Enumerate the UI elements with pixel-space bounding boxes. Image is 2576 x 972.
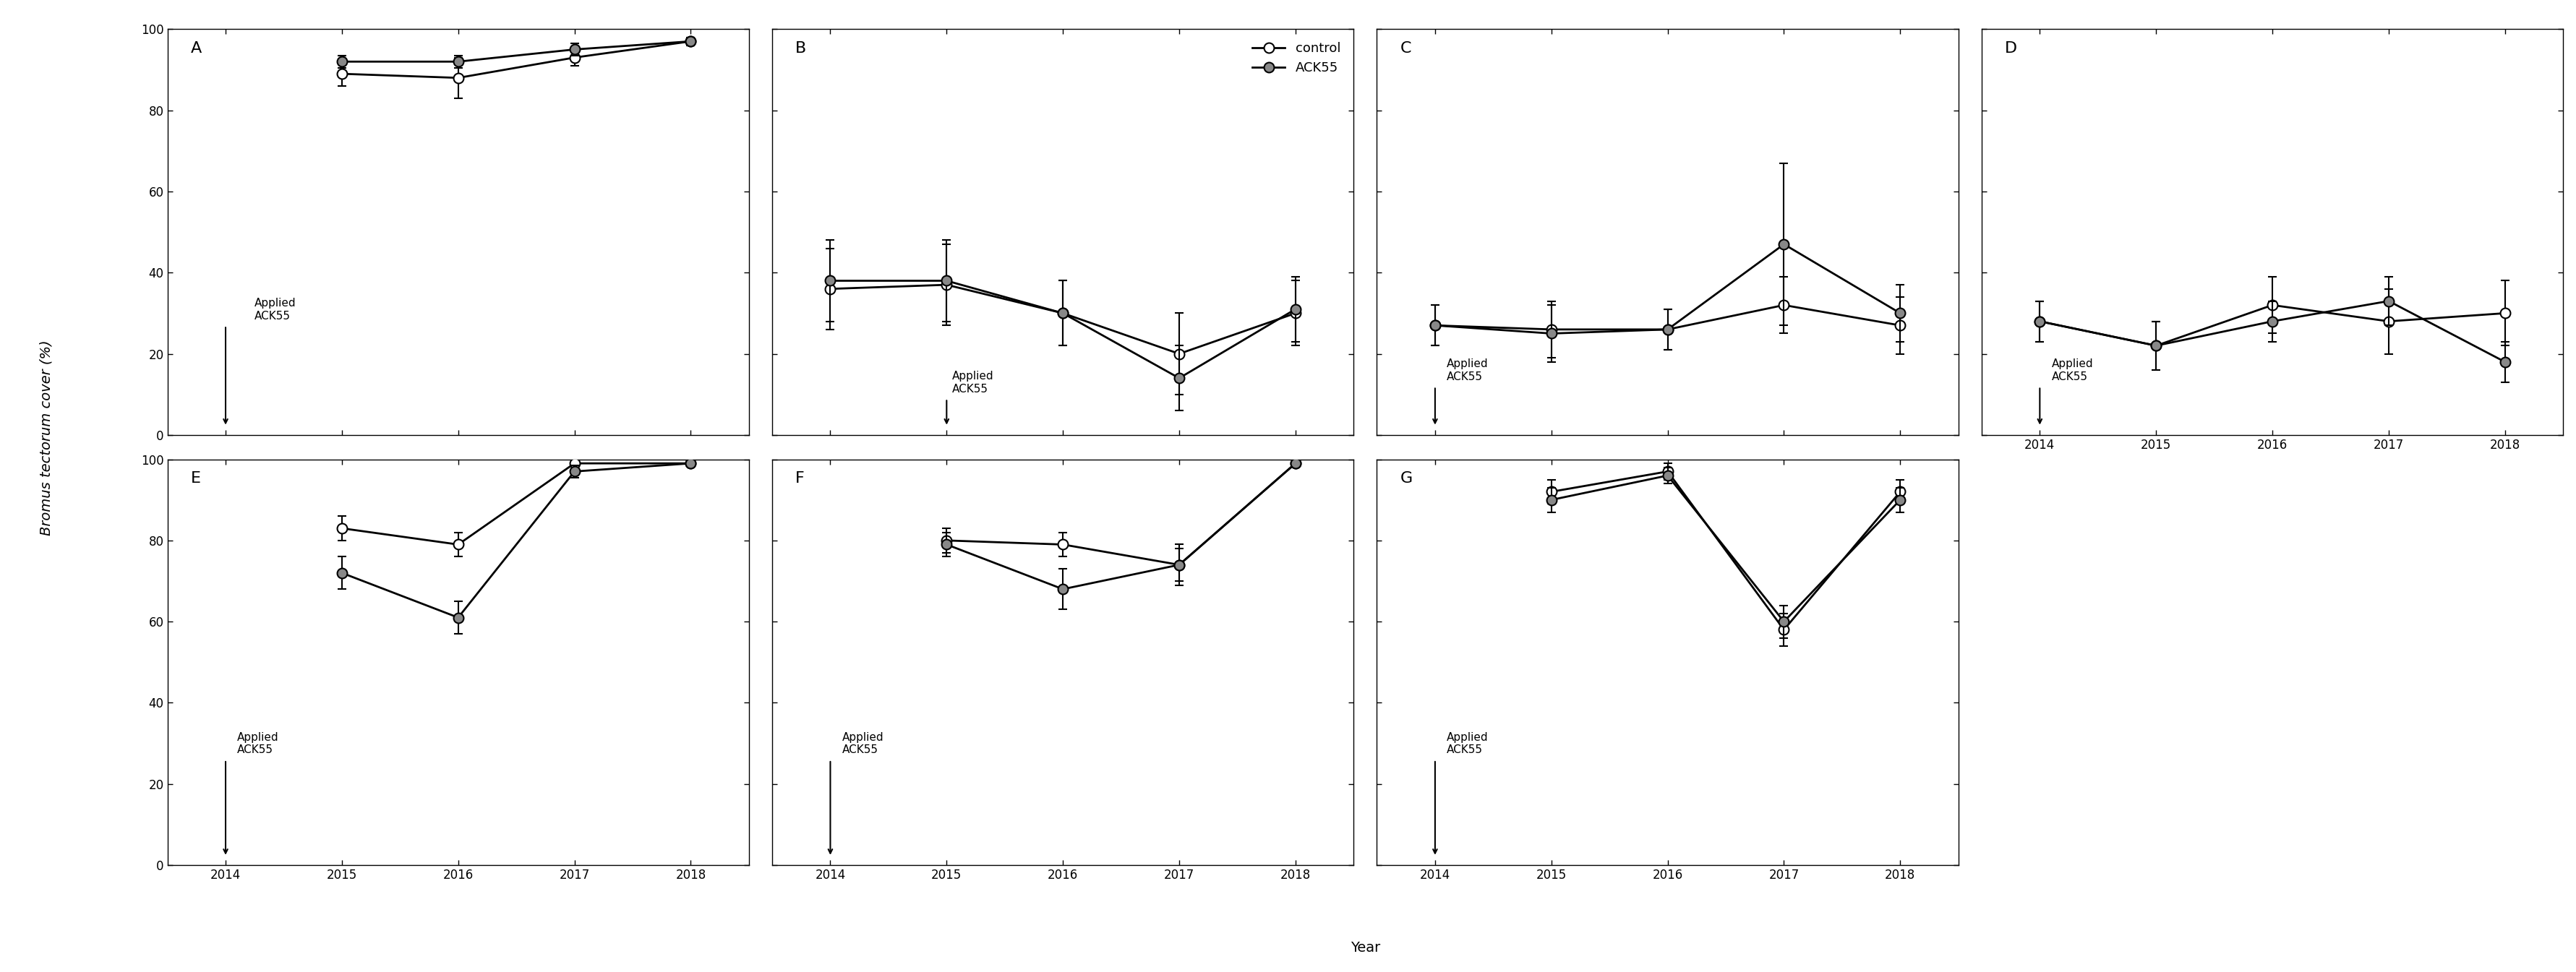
- Text: G: G: [1401, 471, 1412, 486]
- Text: D: D: [2004, 42, 2017, 55]
- Text: Applied
ACK55: Applied ACK55: [255, 297, 296, 322]
- Text: Applied
ACK55: Applied ACK55: [1448, 359, 1489, 382]
- Text: E: E: [191, 471, 201, 486]
- Text: Applied
ACK55: Applied ACK55: [237, 732, 278, 755]
- Text: Applied
ACK55: Applied ACK55: [953, 371, 994, 395]
- Text: C: C: [1401, 42, 1412, 55]
- Text: Year: Year: [1350, 941, 1381, 955]
- Text: Applied
ACK55: Applied ACK55: [1448, 732, 1489, 755]
- Text: F: F: [796, 471, 804, 486]
- Text: Bromus tectorum cover (%): Bromus tectorum cover (%): [39, 339, 54, 536]
- Text: A: A: [191, 42, 201, 55]
- Legend: control, ACK55: control, ACK55: [1247, 36, 1347, 82]
- Text: Applied
ACK55: Applied ACK55: [842, 732, 884, 755]
- Text: B: B: [796, 42, 806, 55]
- Text: Applied
ACK55: Applied ACK55: [2050, 359, 2094, 382]
